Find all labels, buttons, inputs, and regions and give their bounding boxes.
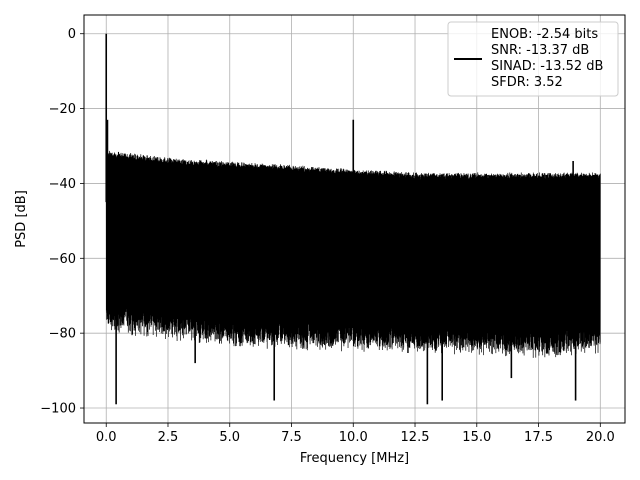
legend-sfdr: SFDR: 3.52 [491,75,563,90]
y-tick-label: −100 [40,402,76,417]
y-tick-label: −80 [49,327,76,342]
x-tick-label: 17.5 [524,430,553,445]
x-tick-label: 15.0 [462,430,491,445]
x-tick-label: 7.5 [281,430,302,445]
y-axis: 0 −20 −40 −60 −80 −100 [40,27,84,417]
x-axis-label: Frequency [MHz] [300,451,409,466]
legend: ENOB: -2.54 bits SNR: -13.37 dB SINAD: -… [447,21,619,97]
y-tick-label: 0 [68,27,76,42]
legend-enob: ENOB: -2.54 bits [491,27,598,42]
psd-series [105,33,601,405]
y-axis-label: PSD [dB] [14,190,29,248]
axes-frame [83,14,626,424]
legend-snr: SNR: -13.37 dB [491,43,589,58]
legend-sinad: SINAD: -13.52 dB [491,59,603,74]
x-tick-label: 0.0 [96,430,117,445]
x-axis: 0.0 2.5 5.0 7.5 10.0 12.5 15.0 17.5 20.0 [96,423,615,445]
x-tick-label: 12.5 [401,430,430,445]
x-tick-label: 20.0 [586,430,615,445]
y-tick-label: −40 [49,177,76,192]
x-tick-label: 2.5 [158,430,179,445]
legend-box [447,21,619,97]
y-tick-label: −60 [49,252,76,267]
x-tick-label: 5.0 [219,430,240,445]
x-tick-label: 10.0 [339,430,368,445]
y-tick-label: −20 [49,102,76,117]
